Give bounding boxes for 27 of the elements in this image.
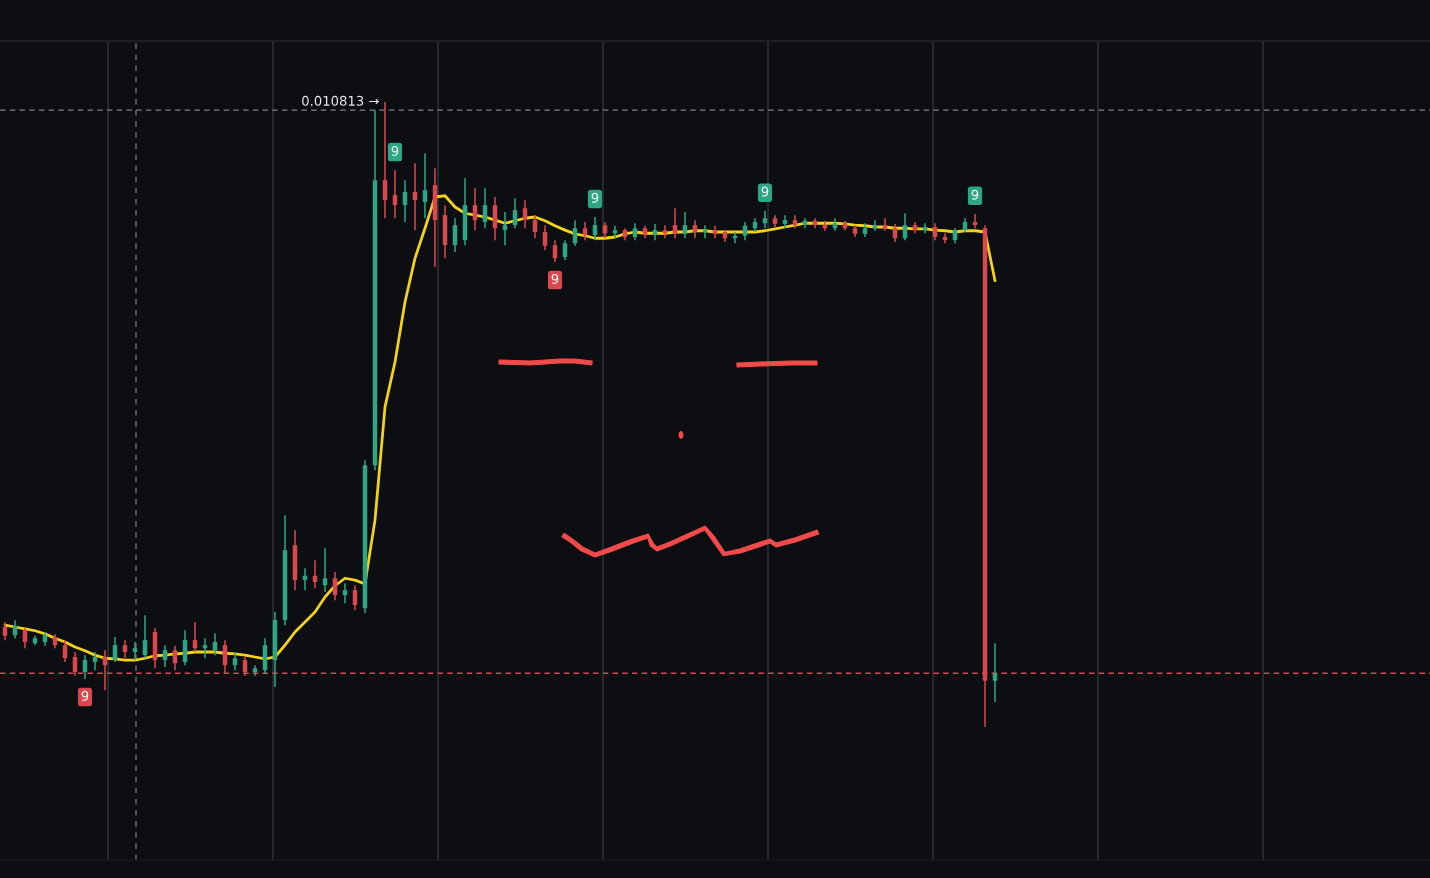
candlestick bbox=[232, 651, 238, 671]
annotation: 9 bbox=[391, 145, 399, 156]
candlestick bbox=[782, 214, 788, 230]
annotation: 0.010813 → bbox=[302, 95, 379, 106]
candlestick bbox=[82, 654, 88, 680]
candlestick bbox=[562, 239, 568, 261]
annotation: 9 bbox=[551, 273, 559, 284]
annotation: 9 bbox=[591, 192, 599, 203]
candlestick bbox=[132, 641, 138, 661]
candlestick bbox=[692, 219, 698, 240]
candlestick bbox=[992, 642, 998, 703]
candlestick bbox=[122, 639, 128, 660]
candlestick bbox=[182, 629, 188, 666]
candlestick bbox=[542, 224, 548, 251]
annotation: 9 bbox=[971, 189, 979, 200]
candlestick bbox=[522, 199, 528, 230]
annotation: 9 bbox=[761, 186, 769, 197]
candlestick bbox=[422, 152, 428, 220]
candlestick bbox=[672, 207, 678, 240]
candlestick bbox=[22, 627, 28, 650]
candlestick bbox=[2, 621, 8, 641]
candlestick bbox=[322, 547, 328, 593]
candlestick bbox=[532, 214, 538, 240]
annotation: 9 bbox=[81, 690, 89, 701]
candlestick bbox=[682, 211, 688, 240]
candlestick bbox=[582, 221, 588, 241]
candlestick bbox=[702, 224, 708, 240]
